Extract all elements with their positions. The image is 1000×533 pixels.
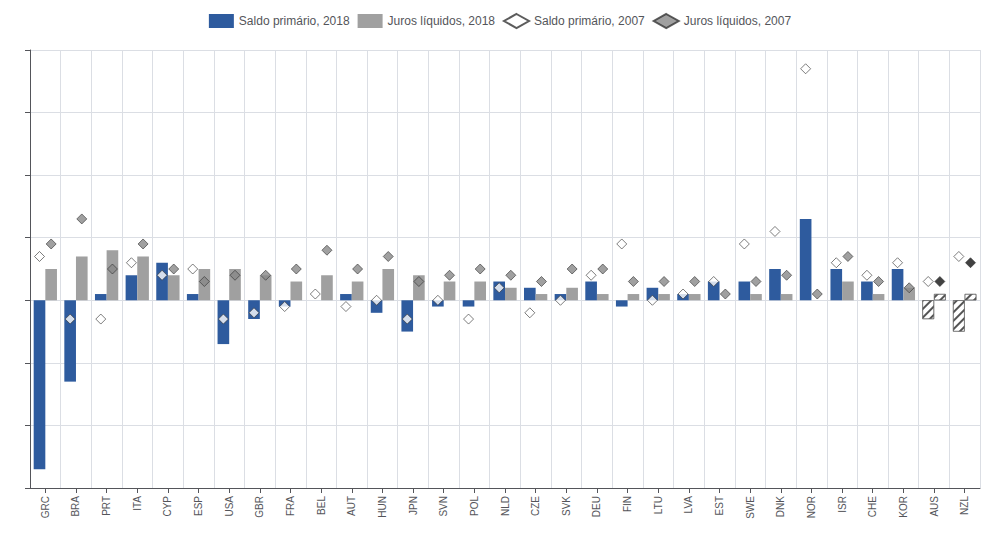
svg-text:Saldo primário, 2018: Saldo primário, 2018 — [239, 14, 350, 28]
svg-text:SVN: SVN — [438, 496, 449, 517]
svg-text:AUS: AUS — [929, 496, 940, 517]
svg-text:NLD: NLD — [500, 496, 511, 516]
svg-text:FRA: FRA — [285, 496, 296, 516]
svg-text:NZL: NZL — [959, 496, 970, 515]
svg-text:PRT: PRT — [101, 496, 112, 516]
svg-text:Juros líquidos, 2018: Juros líquidos, 2018 — [388, 14, 496, 28]
svg-text:DNK: DNK — [775, 496, 786, 517]
svg-text:FIN: FIN — [622, 496, 633, 512]
svg-text:JPN: JPN — [408, 496, 419, 515]
svg-text:USA: USA — [224, 496, 235, 517]
svg-text:LVA: LVA — [683, 496, 694, 514]
svg-text:DEU: DEU — [591, 496, 602, 517]
svg-text:Saldo primário, 2007: Saldo primário, 2007 — [534, 14, 645, 28]
svg-text:GBR: GBR — [254, 496, 265, 518]
svg-text:CZE: CZE — [530, 496, 541, 516]
svg-text:Juros líquidos, 2007: Juros líquidos, 2007 — [684, 14, 792, 28]
svg-text:BEL: BEL — [316, 496, 327, 515]
svg-text:ESP: ESP — [193, 496, 204, 516]
svg-text:BRA: BRA — [70, 496, 81, 517]
svg-text:POL: POL — [469, 496, 480, 516]
svg-text:GRC: GRC — [40, 496, 51, 518]
svg-text:KOR: KOR — [898, 496, 909, 518]
svg-text:CYP: CYP — [162, 496, 173, 517]
svg-text:NOR: NOR — [806, 496, 817, 518]
svg-text:CHE: CHE — [867, 496, 878, 517]
svg-text:SWE: SWE — [745, 496, 756, 519]
svg-text:SVK: SVK — [561, 496, 572, 516]
svg-text:AUT: AUT — [346, 496, 357, 516]
svg-text:EST: EST — [714, 496, 725, 515]
svg-text:ISR: ISR — [837, 496, 848, 513]
svg-text:LTU: LTU — [653, 496, 664, 514]
svg-text:HUN: HUN — [377, 496, 388, 518]
svg-text:ITA: ITA — [132, 496, 143, 511]
